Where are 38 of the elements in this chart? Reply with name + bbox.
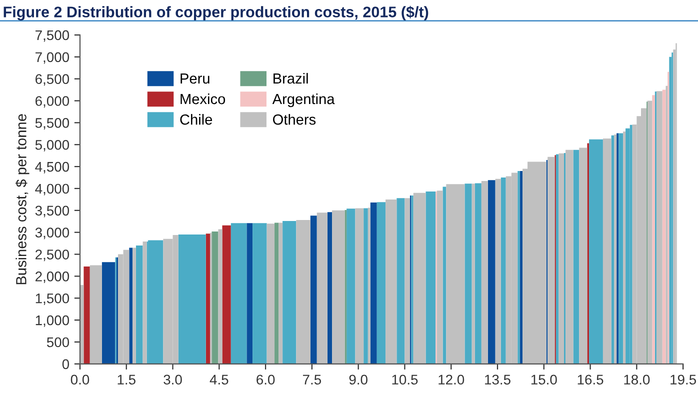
- x-tick-label: 1.5: [118, 374, 136, 385]
- x-tick-label: 16.5: [578, 374, 604, 385]
- y-axis-title: Business cost, $ per tonne: [15, 114, 30, 284]
- x-tick-label: 10.5: [392, 374, 418, 385]
- y-tick-label: 2,500: [36, 250, 70, 262]
- y-tick-label: 6,000: [36, 96, 70, 108]
- x-tick-label: 4.5: [210, 374, 228, 385]
- y-tick-label: 2,000: [36, 272, 70, 284]
- y-tick-label: 7,000: [36, 52, 70, 64]
- x-tick-label: 18.0: [624, 374, 650, 385]
- legend-label: Chile: [180, 114, 212, 125]
- y-tick-label: 4,500: [35, 162, 70, 174]
- legend-label: Argentina: [272, 93, 335, 108]
- x-tick-label: 0.0: [70, 374, 90, 385]
- y-tick-label: 1,500: [36, 293, 70, 305]
- y-tick-label: 5,500: [35, 118, 70, 130]
- y-tick-label: 0: [62, 359, 70, 370]
- y-tick-label: 5,000: [35, 140, 70, 152]
- x-tick-label: 15.0: [531, 374, 557, 385]
- y-tick-label: 500: [46, 337, 70, 348]
- y-tick-label: 3,000: [35, 228, 70, 240]
- legend-label: Others: [273, 114, 316, 125]
- y-tick-label: 7,500: [36, 30, 70, 42]
- y-tick-label: 1,000: [36, 315, 70, 327]
- x-tick-label: 13.5: [485, 374, 510, 385]
- x-tick-label: 9.0: [349, 374, 368, 385]
- x-tick-label: 3.0: [164, 374, 182, 385]
- x-tick-label: 12.0: [438, 374, 464, 385]
- x-tick-label: 7.5: [303, 374, 322, 385]
- legend-label: Peru: [180, 73, 210, 84]
- y-tick-label: 6,500: [36, 74, 70, 86]
- x-tick-label: 19.5: [670, 374, 696, 385]
- legend-label: Brazil: [274, 72, 308, 84]
- chart-title: Figure 2 Distribution of copper production costs, 2015 ($/t): [4, 6, 428, 20]
- y-tick-label: 3,500: [35, 206, 70, 218]
- x-tick-label: 6.0: [256, 374, 275, 385]
- y-tick-label: 4,000: [35, 184, 70, 196]
- legend-label: Mexico: [180, 93, 226, 104]
